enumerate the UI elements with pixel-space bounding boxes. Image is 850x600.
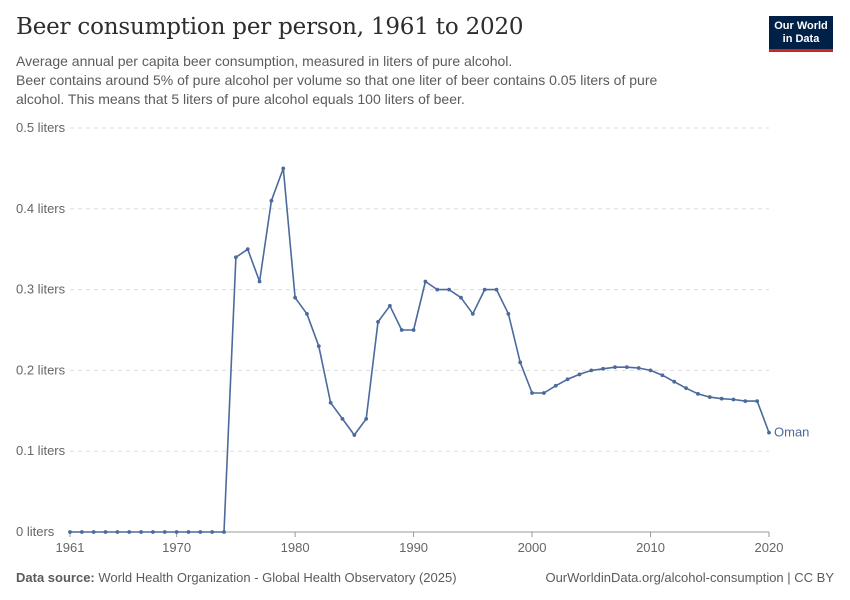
grid-layer [70, 127, 769, 452]
data-point[interactable] [601, 366, 606, 371]
data-point[interactable] [565, 377, 570, 382]
data-point[interactable] [411, 328, 416, 332]
data-point[interactable] [269, 198, 274, 203]
credit-link[interactable]: OurWorldinData.org/alcohol-consumption |… [545, 570, 834, 585]
chart-subtitle: Average annual per capita beer consumpti… [16, 52, 716, 109]
data-point[interactable] [352, 433, 357, 437]
y-tick-label: 0.4 liters [16, 201, 66, 216]
data-point[interactable] [435, 287, 440, 292]
data-point[interactable] [376, 320, 380, 324]
y-tick-label: 0.3 liters [16, 282, 66, 297]
data-point[interactable] [305, 311, 309, 316]
data-point[interactable] [755, 399, 760, 404]
data-point[interactable] [162, 530, 167, 534]
subtitle-line-3: alcohol. This means that 5 liters of pur… [16, 91, 465, 107]
data-point[interactable] [589, 368, 594, 373]
x-tick-label: 2020 [755, 540, 784, 555]
data-point[interactable] [482, 287, 487, 292]
logo-line-2: in Data [782, 33, 820, 45]
data-point[interactable] [684, 386, 688, 391]
data-point[interactable] [115, 530, 120, 534]
series-layer: Oman [68, 166, 809, 534]
data-point[interactable] [660, 373, 665, 378]
data-source-text: World Health Organization - Global Healt… [98, 570, 457, 585]
data-point[interactable] [553, 383, 558, 388]
data-point[interactable] [210, 530, 215, 534]
data-point[interactable] [151, 530, 155, 534]
data-point[interactable] [719, 396, 724, 401]
data-point[interactable] [222, 530, 226, 534]
data-point[interactable] [281, 166, 286, 171]
data-point[interactable] [767, 430, 771, 435]
data-point[interactable] [174, 530, 179, 534]
data-point[interactable] [139, 530, 143, 534]
y-tick-label: 0 liters [16, 524, 55, 539]
data-point[interactable] [316, 344, 321, 349]
data-point[interactable] [328, 400, 333, 405]
series-line [70, 167, 770, 533]
data-point[interactable] [423, 279, 428, 284]
data-point[interactable] [672, 379, 677, 384]
logo-line-1: Our World [774, 20, 828, 32]
data-point[interactable] [613, 365, 617, 370]
data-point[interactable] [399, 328, 404, 332]
data-point[interactable] [518, 360, 523, 365]
data-point[interactable] [743, 399, 748, 404]
x-tick-label: 2010 [636, 540, 665, 555]
y-tick-label: 0.5 liters [16, 120, 66, 135]
data-point[interactable] [541, 391, 546, 395]
data-point[interactable] [696, 391, 700, 396]
data-point[interactable] [293, 295, 298, 300]
owid-logo[interactable]: Our World in Data [769, 16, 833, 52]
data-source: Data source: World Health Organization -… [16, 570, 457, 585]
data-point[interactable] [731, 397, 736, 402]
x-tick-label: 2000 [518, 540, 547, 555]
y-tick-label: 0.2 liters [16, 362, 66, 377]
chart-title: Beer consumption per person, 1961 to 202… [16, 14, 524, 40]
data-point[interactable] [91, 530, 96, 534]
data-point[interactable] [494, 287, 499, 292]
data-point[interactable] [103, 530, 108, 534]
data-point[interactable] [68, 530, 72, 534]
data-point[interactable] [127, 530, 132, 534]
data-point[interactable] [447, 287, 452, 292]
data-point[interactable] [186, 530, 191, 534]
data-point[interactable] [648, 368, 653, 373]
x-tick-label: 1980 [281, 540, 310, 555]
data-source-label: Data source: [16, 570, 95, 585]
data-point[interactable] [364, 416, 369, 421]
data-point[interactable] [577, 372, 582, 377]
x-tick-label: 1990 [399, 540, 428, 555]
data-point[interactable] [233, 255, 238, 260]
data-point[interactable] [79, 530, 84, 534]
data-point[interactable] [506, 311, 511, 316]
x-tick-label: 1970 [162, 540, 191, 555]
axis-layer: 0 liters 0.1 liters 0.2 liters 0.3 liters 0.… [16, 120, 783, 555]
subtitle-line-1: Average annual per capita beer consumpti… [16, 53, 513, 69]
subtitle-line-2: Beer contains around 5% of pure alcohol … [16, 72, 658, 88]
x-tick-label: 1961 [56, 540, 85, 555]
data-point[interactable] [340, 416, 345, 421]
y-tick-label: 0.1 liters [16, 443, 66, 458]
data-point[interactable] [624, 365, 629, 370]
data-point[interactable] [198, 530, 203, 534]
data-point[interactable] [530, 391, 534, 395]
series-label[interactable]: Oman [774, 425, 809, 440]
data-point[interactable] [257, 279, 262, 284]
data-point[interactable] [245, 247, 250, 252]
data-point[interactable] [459, 295, 463, 300]
data-point[interactable] [636, 366, 641, 370]
data-point[interactable] [387, 303, 392, 308]
data-point[interactable] [470, 311, 475, 316]
data-point[interactable] [707, 395, 712, 399]
line-chart: 0 liters 0.1 liters 0.2 liters 0.3 liters 0.… [16, 120, 809, 555]
